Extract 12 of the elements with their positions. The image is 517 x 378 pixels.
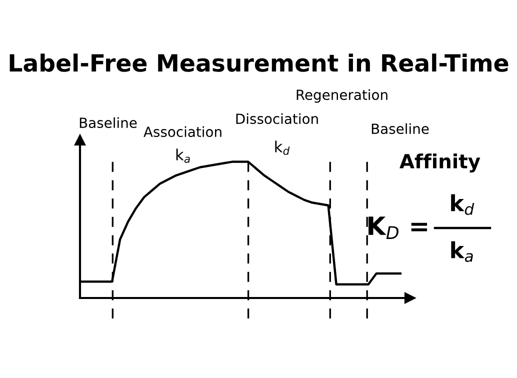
text: k$_{d}$: [451, 194, 474, 215]
annotation: Affinity: [400, 154, 480, 172]
text: Baseline: [372, 123, 429, 134]
annotation: k$_{a}$: [176, 148, 190, 163]
text: k$_{a}$: [451, 241, 473, 262]
text: Baseline: [80, 117, 137, 128]
chart-title: Label-Free Measurement in Real-Time: [10, 54, 508, 72]
annotation: K$_{D}$ =: [368, 216, 428, 239]
text: Dissociation: [236, 113, 318, 124]
text: Association: [144, 126, 222, 138]
text: Regeneration: [296, 89, 388, 103]
text: k$_{d}$: [275, 140, 290, 155]
